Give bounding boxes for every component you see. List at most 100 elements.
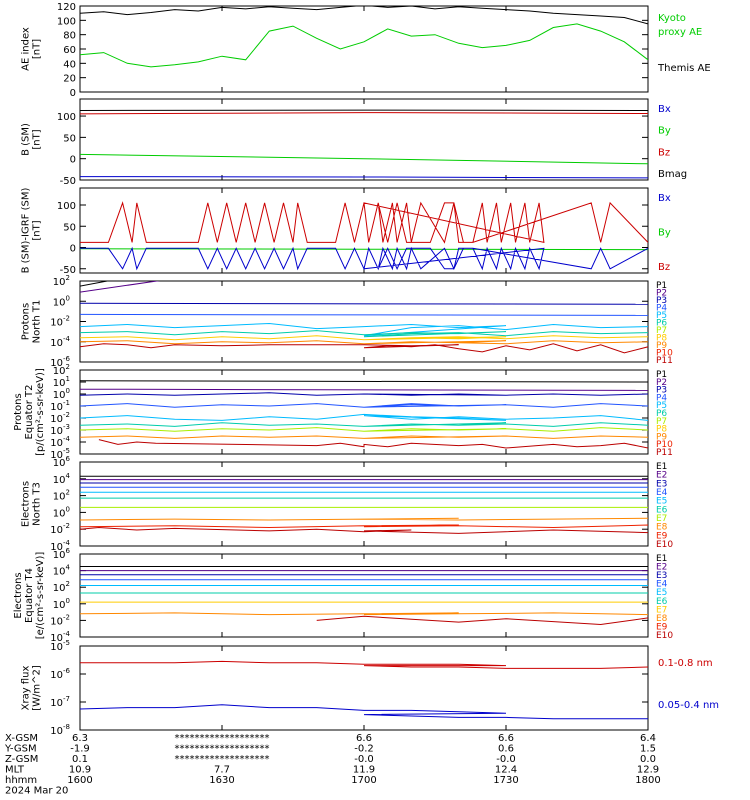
legend-entry: P10 xyxy=(656,349,673,359)
ephemeris-value: 1630 xyxy=(209,775,234,786)
ephemeris-value: 12.9 xyxy=(637,765,659,776)
panel-frame xyxy=(79,5,649,93)
legend-entry: E2 xyxy=(656,471,667,481)
series-pn-p2 xyxy=(80,281,161,293)
ephemeris-row-label: Z-GSM xyxy=(5,754,38,765)
ephemeris-value: 0.1 xyxy=(72,754,88,765)
legend-entry: P6 xyxy=(656,409,667,419)
y-axis-label: Electrons xyxy=(21,481,32,527)
ephemeris-value: ******************* xyxy=(175,744,270,755)
legend-entry: P4 xyxy=(656,304,667,314)
y-tick-label: 10-6 xyxy=(50,667,70,681)
y-axis-label: B (SM)-IGRF (SM) xyxy=(21,188,32,274)
legend-entry: Bz xyxy=(658,147,670,158)
y-tick-label: 100 xyxy=(57,112,76,123)
y-tick-label: 102 xyxy=(53,274,70,288)
legend-entry: P1 xyxy=(656,370,667,380)
y-tick-label: 10-2 xyxy=(50,522,70,536)
y-tick-label: 40 xyxy=(63,59,76,70)
series-pe-p9 xyxy=(80,434,648,439)
ephemeris-value: 1.5 xyxy=(640,744,656,755)
legend-entry: E7 xyxy=(656,514,667,524)
series-pe-p11 xyxy=(98,439,648,449)
legend-entry: E6 xyxy=(656,597,668,607)
y-tick-label: 10-8 xyxy=(50,723,70,737)
legend-entry: By xyxy=(658,126,671,137)
legend-entry: P8 xyxy=(656,425,667,435)
legend-entry: E4 xyxy=(656,488,668,498)
ephemeris-value: 7.7 xyxy=(214,765,230,776)
legend-entry: P7 xyxy=(656,417,667,427)
ephemeris-row-label: hhmm xyxy=(5,775,37,786)
legend-entry: P4 xyxy=(656,393,667,403)
ephemeris-value: 1730 xyxy=(493,775,518,786)
panel-frame xyxy=(79,461,649,547)
legend-entry: P9 xyxy=(656,432,667,442)
series-pn-p5 xyxy=(80,322,648,337)
ephemeris-table: X-GSM 6.3 ******************* 6.6 6.6 6.4 Y-GS… xyxy=(4,733,661,797)
series-db-bx xyxy=(80,246,648,271)
legend-entry: P10 xyxy=(656,440,673,450)
ephemeris-row-label: MLT xyxy=(5,765,25,776)
legend-entry: P6 xyxy=(656,319,667,329)
ephemeris-value: 0.6 xyxy=(498,744,514,755)
y-tick-label: 10-4 xyxy=(50,335,70,349)
y-tick-label: 104 xyxy=(53,564,71,578)
legend-entry: Kyoto xyxy=(658,13,686,24)
legend-entry: P11 xyxy=(656,356,673,366)
legend-entry: E9 xyxy=(656,531,668,541)
legend-entry: E6 xyxy=(656,505,668,515)
panel-db: -50 0 50 100 B (SM)-IGRF (SM) [nT] Bx By Bz xyxy=(21,187,671,276)
series-ee-e10 xyxy=(316,615,648,626)
y-tick-label: 10-2 xyxy=(50,315,70,329)
series-pn-p9 xyxy=(80,340,648,345)
y-tick-label: 10-5 xyxy=(50,639,70,653)
legend-entry: P7 xyxy=(656,326,667,336)
ephemeris-value: -0.2 xyxy=(354,744,374,755)
series-ee-e8 xyxy=(80,612,648,616)
series-pe-p4 xyxy=(80,403,648,408)
legend-entry: Bx xyxy=(658,193,671,204)
y-axis-label: AE index xyxy=(21,27,32,71)
legend-entry: E8 xyxy=(656,614,668,624)
y-tick-label: 50 xyxy=(63,133,76,144)
y-tick-label: 0 xyxy=(70,244,76,255)
ephemeris-value: 6.3 xyxy=(72,733,88,744)
y-tick-label: -50 xyxy=(60,176,76,187)
legend-entry: P3 xyxy=(656,386,667,396)
ephemeris-value: 6.6 xyxy=(356,733,372,744)
y-tick-label: 102 xyxy=(53,580,70,594)
legend-entry: P9 xyxy=(656,341,667,351)
ephemeris-value: ******************* xyxy=(175,754,270,765)
panel-frame xyxy=(79,280,649,363)
y-axis-label: [e/(cm²-s-sr-keV)] xyxy=(35,552,46,640)
legend-entry: P8 xyxy=(656,334,667,344)
legend-entry: P5 xyxy=(656,311,667,321)
ephemeris-value: ******************* xyxy=(175,733,270,744)
series-pe-p3 xyxy=(80,392,648,396)
legend-entry: P5 xyxy=(656,401,667,411)
ephemeris-value: 11.9 xyxy=(353,765,375,776)
y-tick-label: 10-2 xyxy=(50,613,70,627)
legend-entry: E1 xyxy=(656,462,667,472)
y-tick-label: 60 xyxy=(63,45,76,56)
series-en-e10 xyxy=(80,526,648,534)
panel-frame xyxy=(79,98,649,181)
ephemeris-value: 1600 xyxy=(67,775,92,786)
legend-entry: 0.1-0.8 nm xyxy=(658,658,713,669)
ephemeris-value: 6.6 xyxy=(498,733,514,744)
ephemeris-value: -1.9 xyxy=(70,744,90,755)
series-b-bz xyxy=(80,112,648,115)
y-axis-label: Electrons xyxy=(13,572,24,618)
y-tick-label: 100 xyxy=(57,201,76,212)
ephemeris-value: 6.4 xyxy=(640,733,656,744)
y-tick-label: 100 xyxy=(53,505,70,519)
legend-entry: Bmag xyxy=(658,169,687,180)
y-tick-label: 102 xyxy=(53,489,70,503)
panel-ae: 0 20 40 60 80 100 120 AE index [nT] Kyoto proxy AE… xyxy=(21,2,711,99)
y-axis-label: [W/m^2] xyxy=(32,665,43,711)
